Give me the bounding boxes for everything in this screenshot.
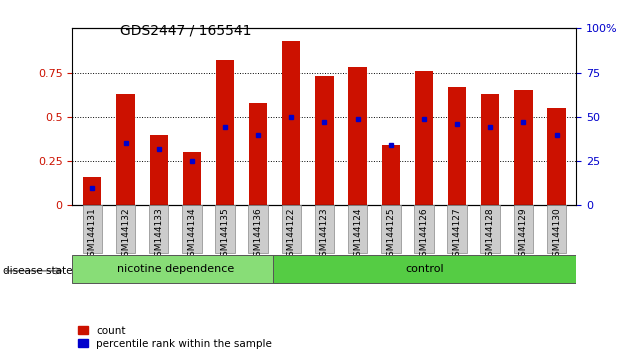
FancyBboxPatch shape [72,255,278,283]
Text: GSM144134: GSM144134 [187,208,197,262]
FancyBboxPatch shape [116,205,135,253]
FancyBboxPatch shape [182,205,202,253]
Bar [183,152,201,205]
FancyBboxPatch shape [481,205,500,253]
Bar [448,87,466,205]
FancyBboxPatch shape [447,205,467,253]
Bar [481,94,500,205]
Bar [282,41,301,205]
Bar [316,76,333,205]
Bar [216,60,234,205]
Text: GSM144129: GSM144129 [519,208,528,262]
Text: GSM144135: GSM144135 [220,208,229,262]
FancyBboxPatch shape [414,205,433,253]
FancyBboxPatch shape [215,205,235,253]
Bar [382,145,400,205]
Bar [415,71,433,205]
Bar [83,177,101,205]
FancyBboxPatch shape [513,205,533,253]
Bar [348,67,367,205]
Text: GSM144125: GSM144125 [386,208,395,262]
Text: GSM144127: GSM144127 [452,208,462,262]
Bar [547,108,566,205]
FancyBboxPatch shape [83,205,102,253]
Bar [117,94,135,205]
Text: nicotine dependence: nicotine dependence [117,264,234,274]
FancyBboxPatch shape [381,205,401,253]
FancyBboxPatch shape [248,205,268,253]
Text: control: control [406,264,444,274]
Text: GDS2447 / 165541: GDS2447 / 165541 [120,23,251,37]
Text: GSM144131: GSM144131 [88,208,97,262]
Text: GSM144124: GSM144124 [353,208,362,262]
FancyBboxPatch shape [314,205,335,253]
Text: GSM144122: GSM144122 [287,208,296,262]
Text: GSM144130: GSM144130 [552,208,561,262]
Legend: count, percentile rank within the sample: count, percentile rank within the sample [77,326,272,349]
Bar [514,90,532,205]
Text: GSM144133: GSM144133 [154,208,163,262]
Text: GSM144136: GSM144136 [254,208,263,262]
FancyBboxPatch shape [282,205,301,253]
Bar [249,103,267,205]
FancyBboxPatch shape [348,205,367,253]
Text: GSM144123: GSM144123 [320,208,329,262]
FancyBboxPatch shape [547,205,566,253]
Text: disease state: disease state [3,266,72,276]
Text: GSM144128: GSM144128 [486,208,495,262]
Text: GSM144126: GSM144126 [420,208,428,262]
FancyBboxPatch shape [273,255,576,283]
Bar [149,135,168,205]
Text: GSM144132: GSM144132 [121,208,130,262]
FancyBboxPatch shape [149,205,168,253]
